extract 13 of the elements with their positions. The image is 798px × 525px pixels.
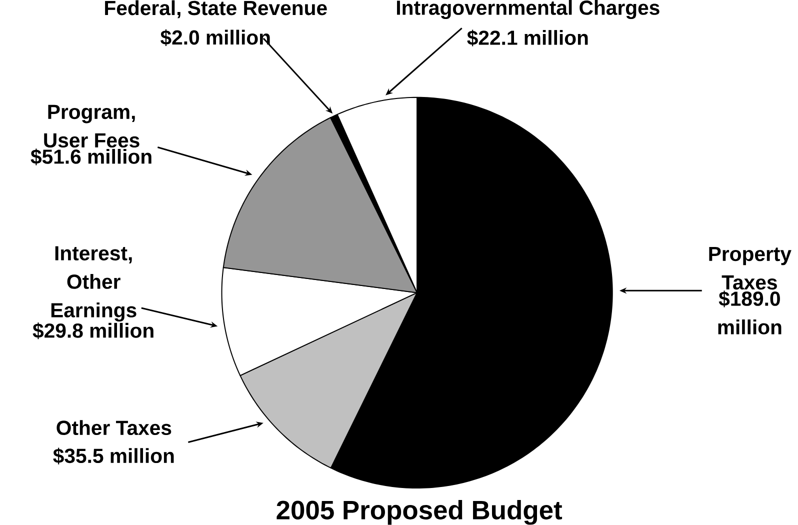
data-label: $2.0 million — [160, 30, 270, 46]
data-label: $189.0 million — [718, 290, 782, 334]
slice-label: Property Taxes — [709, 247, 792, 290]
data-label: $29.8 million — [32, 322, 154, 340]
slice-label: Intragovernmental Charges — [397, 0, 660, 20]
slice-label: Program, User Fees — [44, 104, 140, 148]
slice-label: Interest, Other Earnings — [51, 246, 136, 322]
slice-label: Other Taxes — [56, 420, 172, 436]
slice-label: Federal, State Revenue — [105, 0, 327, 18]
data-label: $22.1 million — [467, 30, 588, 46]
text: 2005 Proposed Budget — [276, 500, 562, 525]
data-label: $51.6 million — [30, 148, 152, 166]
data-label: $35.5 million — [53, 448, 174, 464]
